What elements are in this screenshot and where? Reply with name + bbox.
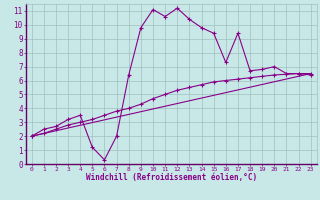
X-axis label: Windchill (Refroidissement éolien,°C): Windchill (Refroidissement éolien,°C) bbox=[86, 173, 257, 182]
